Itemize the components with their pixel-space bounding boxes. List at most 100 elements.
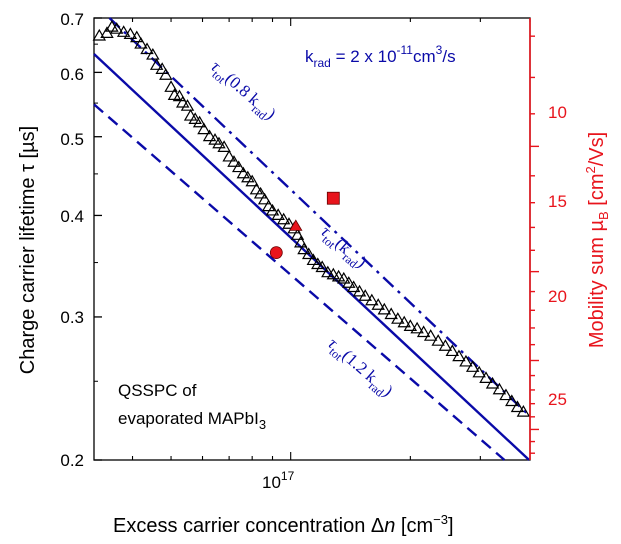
curve-label-0.8krad: τtot(0.8 krad) [205, 57, 280, 126]
data-point [109, 22, 124, 34]
y2-tick-label: 10 [548, 103, 567, 122]
data-point [231, 160, 246, 173]
svg-text:Mobility sum µB [cm2/Vs]: Mobility sum µB [cm2/Vs] [583, 132, 611, 348]
data-point [384, 307, 398, 320]
data-point [326, 267, 341, 280]
data-point [352, 284, 367, 297]
svg-text:Charge carrier lifetime τ [µs]: Charge carrier lifetime τ [µs] [17, 126, 39, 374]
model-curve [93, 103, 506, 461]
curve-label-1.2krad: τtot(1.2 krad) [322, 334, 397, 403]
data-point [391, 312, 405, 324]
data-point [159, 68, 173, 80]
svg-text:QSSPC of: QSSPC of [118, 381, 197, 400]
data-point [134, 36, 148, 49]
data-point [459, 354, 473, 367]
data-point [100, 26, 114, 38]
data-point [505, 394, 519, 407]
data-point [217, 140, 231, 152]
y-axis-title: Charge carrier lifetime τ [µs] [17, 126, 39, 374]
x-tick-label: 1017 [262, 469, 295, 492]
y-tick-label: 0.2 [60, 451, 84, 470]
data-point [397, 315, 411, 328]
data-points [92, 19, 531, 417]
data-point [149, 58, 164, 70]
data-point [202, 129, 217, 142]
data-point [257, 192, 272, 205]
y-tick-label: 0.3 [60, 308, 84, 327]
data-point [485, 376, 500, 389]
data-point [180, 99, 195, 111]
data-point [516, 405, 531, 417]
data-point [222, 149, 236, 162]
svg-text:1017: 1017 [262, 469, 295, 492]
svg-text:evaporated MAPbI3: evaporated MAPbI3 [118, 409, 266, 432]
inset-text: QSSPC of evaporated MAPbI3 [118, 381, 266, 432]
data-point [315, 260, 329, 273]
highlight-circle [269, 246, 283, 260]
model-curve [108, 17, 530, 417]
data-point [321, 265, 335, 278]
data-point [438, 339, 453, 351]
data-point [416, 325, 431, 338]
data-point [175, 95, 190, 108]
data-point [282, 217, 296, 229]
y2-tick-label: 25 [548, 390, 567, 409]
data-point [410, 321, 424, 334]
data-point [431, 334, 445, 346]
svg-text:τtot(1.2 krad): τtot(1.2 krad) [322, 334, 397, 403]
data-point [197, 122, 211, 135]
y-tick-label: 0.5 [60, 130, 84, 149]
data-point [465, 360, 480, 372]
data-point [241, 170, 255, 183]
y-tick-label: 0.7 [60, 10, 84, 29]
axes [94, 17, 539, 461]
data-point [183, 108, 198, 121]
svg-text:krad = 2 x 10-11cm3/s: krad = 2 x 10-11cm3/s [305, 43, 456, 70]
data-point [342, 276, 356, 288]
data-point [510, 400, 525, 413]
svg-text:Excess carrier concentration Δ: Excess carrier concentration Δn [cm−3] [113, 512, 454, 537]
y2-tick-label: 20 [548, 287, 567, 306]
data-point [403, 319, 418, 331]
data-point [294, 235, 308, 248]
data-point [249, 182, 264, 195]
data-point [365, 293, 379, 306]
data-point [140, 42, 154, 55]
data-point [146, 47, 160, 60]
data-point [155, 62, 169, 74]
y2-tick-labels: 10 15 20 25 [548, 103, 567, 409]
data-point [192, 115, 207, 128]
data-point [236, 166, 251, 179]
data-point [452, 349, 466, 362]
data-point [371, 298, 385, 310]
highlight-triangle [289, 219, 303, 231]
data-point [479, 371, 493, 383]
data-point [290, 228, 305, 240]
y-tick-label: 0.6 [60, 65, 84, 84]
data-point [245, 174, 259, 187]
data-point [116, 25, 131, 37]
data-point [276, 212, 291, 225]
data-point [212, 136, 226, 149]
data-point [423, 329, 438, 341]
data-point [164, 80, 178, 92]
data-point [499, 388, 513, 401]
data-point [172, 89, 187, 102]
y2-axis-title: Mobility sum µB [cm2/Vs] [583, 132, 611, 348]
data-point [265, 203, 280, 216]
data-point [377, 302, 392, 315]
y2-tick-label: 15 [548, 192, 567, 211]
y-tick-labels: 0.7 0.6 0.5 0.4 0.3 0.2 [60, 10, 84, 470]
data-point [253, 186, 268, 199]
y-tick-label: 0.4 [60, 207, 84, 226]
data-point [227, 155, 241, 167]
data-point [301, 247, 316, 260]
data-point [271, 208, 285, 220]
svg-text:τtot(0.8 krad): τtot(0.8 krad) [205, 57, 280, 126]
data-point [297, 242, 311, 255]
data-point [492, 382, 507, 395]
data-point [306, 253, 321, 266]
data-point [130, 30, 144, 43]
data-point [123, 27, 138, 40]
